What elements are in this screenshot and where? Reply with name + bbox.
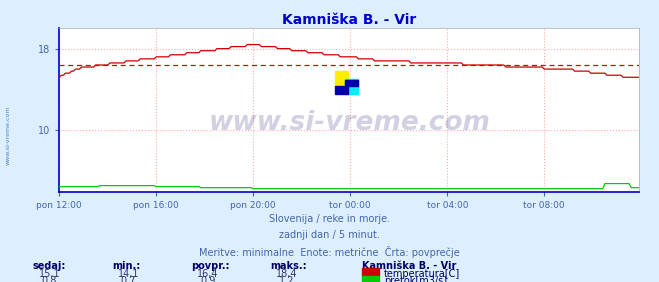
Text: povpr.:: povpr.: [191,261,229,271]
Text: temperatura[C]: temperatura[C] [384,268,461,279]
Title: Kamniška B. - Vir: Kamniška B. - Vir [282,13,416,27]
Text: 0,7: 0,7 [121,276,136,282]
Text: 1,2: 1,2 [279,276,295,282]
Text: 15,1: 15,1 [39,268,60,279]
Text: sedaj:: sedaj: [33,261,67,271]
Text: Kamniška B. - Vir: Kamniška B. - Vir [362,261,457,271]
Text: Slovenija / reke in morje.: Slovenija / reke in morje. [269,213,390,224]
Text: maks.:: maks.: [270,261,307,271]
Text: zadnji dan / 5 minut.: zadnji dan / 5 minut. [279,230,380,241]
Text: 18,4: 18,4 [276,268,297,279]
Text: 16,4: 16,4 [197,268,218,279]
FancyBboxPatch shape [335,71,347,86]
Text: 0,8: 0,8 [42,276,57,282]
Text: 0,9: 0,9 [200,276,215,282]
Text: www.si-vreme.com: www.si-vreme.com [5,106,11,165]
Text: pretok[m3/s]: pretok[m3/s] [384,276,447,282]
FancyBboxPatch shape [335,86,347,94]
FancyBboxPatch shape [345,79,358,94]
Text: min.:: min.: [112,261,140,271]
Text: www.si-vreme.com: www.si-vreme.com [208,110,490,136]
Text: Meritve: minimalne  Enote: metrične  Črta: povprečje: Meritve: minimalne Enote: metrične Črta:… [199,246,460,258]
Text: 14,1: 14,1 [118,268,139,279]
FancyBboxPatch shape [345,80,358,86]
